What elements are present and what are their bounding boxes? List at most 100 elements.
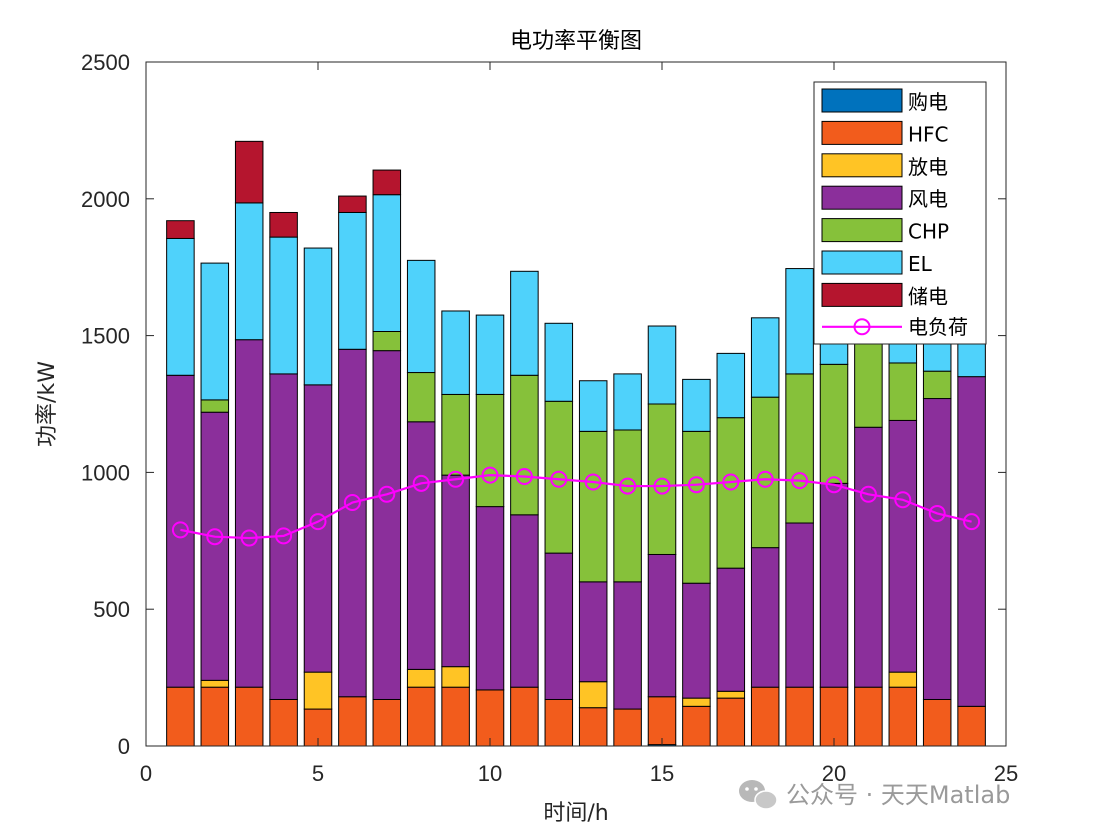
watermark: 公众号 · 天天Matlab bbox=[739, 780, 1010, 810]
bar-segment bbox=[234, 202, 264, 341]
bar-segment bbox=[613, 373, 642, 431]
load-line-point bbox=[550, 470, 568, 488]
bar-segment bbox=[441, 310, 470, 395]
bar-segment bbox=[888, 419, 918, 673]
bar-segment bbox=[922, 398, 952, 700]
load-line-point bbox=[240, 529, 258, 547]
load-line-point bbox=[791, 472, 809, 490]
bar-segment bbox=[338, 348, 367, 698]
bar-segment bbox=[475, 314, 505, 395]
bar-segment bbox=[544, 552, 574, 700]
bar-segment bbox=[819, 363, 849, 484]
bar-segment bbox=[578, 430, 608, 583]
bar-segment bbox=[510, 686, 539, 747]
legend-label: 储电 bbox=[908, 284, 948, 308]
bar-segment bbox=[854, 686, 883, 747]
bar-segment bbox=[957, 705, 986, 747]
bar-segment bbox=[613, 581, 642, 710]
bar-segment bbox=[750, 317, 780, 398]
load-line-point bbox=[275, 527, 293, 545]
bar-segment bbox=[854, 426, 883, 688]
bar-segment bbox=[682, 705, 711, 747]
bar-segment bbox=[544, 400, 574, 554]
load-line-point bbox=[412, 474, 430, 492]
load-line bbox=[180, 474, 972, 540]
bar-segment bbox=[372, 331, 402, 352]
bar-segment bbox=[922, 370, 952, 400]
bar-segment bbox=[200, 686, 230, 747]
bar-segment bbox=[578, 681, 608, 709]
bar-segment bbox=[544, 698, 574, 747]
bar-segment bbox=[785, 268, 814, 375]
bar-segment bbox=[406, 372, 436, 423]
load-line-point bbox=[928, 504, 946, 522]
load-line-point bbox=[653, 477, 671, 495]
y-tick-label: 0 bbox=[118, 734, 130, 759]
load-line-point bbox=[343, 494, 361, 511]
bar-segment bbox=[819, 482, 849, 688]
legend-label: 放电 bbox=[908, 155, 948, 179]
load-line-point bbox=[481, 466, 499, 484]
bar-segment bbox=[234, 140, 264, 204]
bar-segment bbox=[647, 696, 677, 746]
x-tick-label: 10 bbox=[478, 761, 502, 786]
bar-segment bbox=[338, 211, 367, 350]
bar-segment bbox=[785, 686, 814, 747]
y-tick-label: 2000 bbox=[81, 187, 130, 212]
bar-segment bbox=[682, 582, 711, 699]
load-line-point bbox=[584, 473, 602, 491]
y-tick-label: 500 bbox=[93, 597, 130, 622]
load-line-point bbox=[859, 485, 877, 503]
bar-segment bbox=[234, 686, 264, 747]
legend-label: HFC bbox=[908, 122, 949, 146]
tick-layer: 0 5 10 15 20 25 0 500 1000 1500 2000 2500 bbox=[81, 50, 1018, 786]
legend-swatch bbox=[821, 153, 903, 178]
bar-segment bbox=[406, 668, 436, 688]
bar-segment bbox=[716, 352, 746, 419]
bar-segment bbox=[716, 697, 746, 747]
load-line-point bbox=[447, 470, 465, 488]
load-line-layer bbox=[171, 466, 981, 547]
bar-segment bbox=[269, 236, 298, 375]
bar-segment bbox=[372, 350, 402, 700]
bar-segment bbox=[372, 169, 402, 196]
load-line-point bbox=[756, 470, 774, 488]
bar-segment bbox=[406, 421, 436, 670]
load-line-point bbox=[515, 468, 533, 485]
bar-segment bbox=[406, 259, 436, 374]
bar-segment bbox=[441, 666, 470, 688]
bar-segment bbox=[819, 686, 849, 747]
bar-segment bbox=[888, 671, 918, 688]
bar-segment bbox=[510, 270, 539, 376]
x-tick-label: 15 bbox=[650, 761, 674, 786]
bar-segment bbox=[475, 393, 505, 508]
load-line-point bbox=[825, 476, 843, 494]
bar-segment bbox=[166, 220, 195, 239]
bar-segment bbox=[338, 696, 367, 747]
axes-box bbox=[145, 61, 1007, 747]
bar-segment bbox=[303, 247, 333, 386]
bar-segment bbox=[372, 698, 402, 747]
legend-label: 购电 bbox=[908, 90, 948, 114]
bar-segment bbox=[510, 374, 539, 516]
chart-title: 电功率平衡图 bbox=[510, 29, 642, 54]
bar-segment bbox=[682, 697, 711, 707]
bar-segment bbox=[613, 708, 642, 747]
load-line-point bbox=[687, 476, 705, 494]
x-tick-label: 20 bbox=[822, 761, 846, 786]
bar-segment bbox=[647, 553, 677, 698]
bar-segment bbox=[510, 514, 539, 688]
load-line-point bbox=[894, 491, 912, 509]
load-line-point bbox=[963, 513, 981, 531]
load-line-point bbox=[171, 521, 189, 539]
bar-segment bbox=[922, 698, 952, 747]
legend-label: EL bbox=[908, 252, 933, 276]
bar-segment bbox=[716, 690, 746, 699]
bar-segment bbox=[888, 362, 918, 421]
bar-segment bbox=[750, 547, 780, 688]
y-tick-label: 1000 bbox=[81, 460, 130, 485]
y-tick-label: 1500 bbox=[81, 324, 130, 349]
load-line-point bbox=[722, 473, 740, 491]
